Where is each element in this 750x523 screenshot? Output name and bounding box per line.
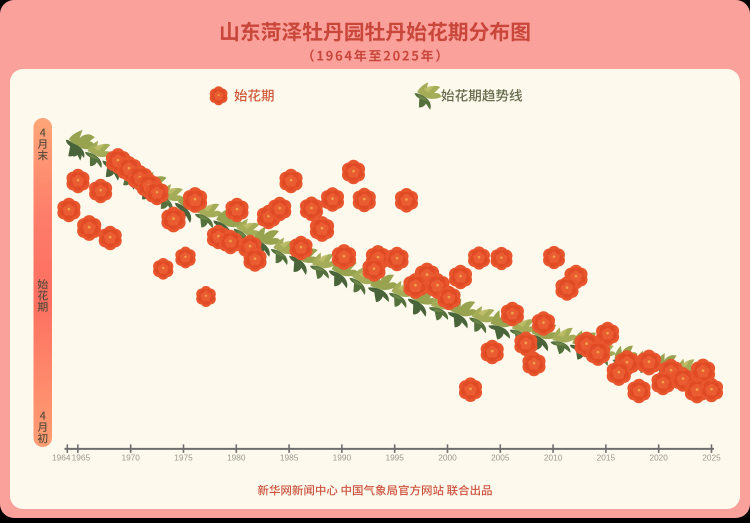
- svg-text:1990: 1990: [333, 453, 352, 463]
- svg-text:2015: 2015: [597, 453, 616, 463]
- svg-text:1995: 1995: [385, 453, 404, 463]
- svg-text:1964: 1964: [52, 453, 71, 463]
- svg-text:1975: 1975: [174, 453, 193, 463]
- svg-text:2025: 2025: [702, 453, 721, 463]
- svg-text:2005: 2005: [491, 453, 510, 463]
- svg-text:2000: 2000: [438, 453, 457, 463]
- svg-text:1970: 1970: [121, 453, 140, 463]
- svg-text:2020: 2020: [649, 453, 668, 463]
- svg-text:1965: 1965: [72, 453, 91, 463]
- svg-text:1985: 1985: [280, 453, 299, 463]
- svg-text:1980: 1980: [227, 453, 246, 463]
- svg-text:2010: 2010: [544, 453, 563, 463]
